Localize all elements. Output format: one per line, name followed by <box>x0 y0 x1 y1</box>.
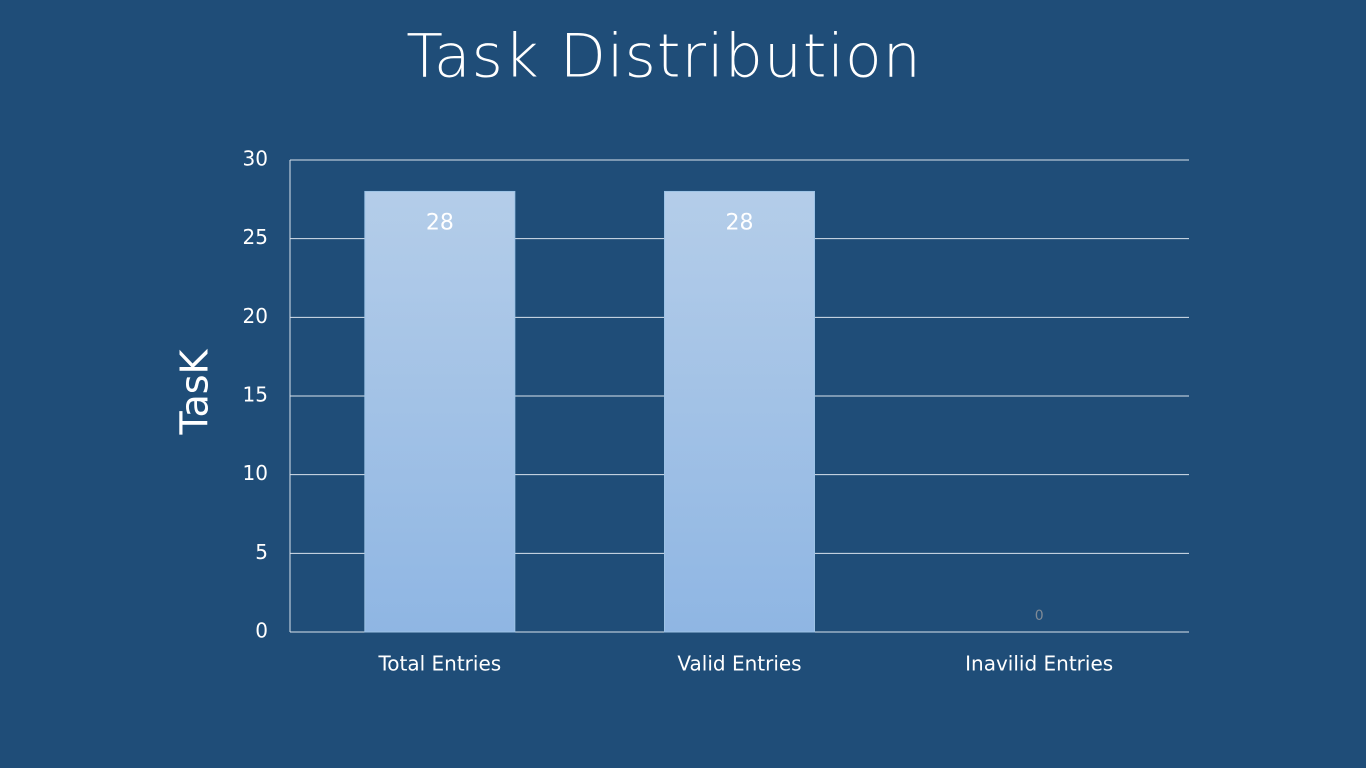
bar <box>664 190 815 633</box>
x-tick-label: Inavilid Entries <box>965 652 1113 676</box>
x-tick-label: Total Entries <box>377 652 501 676</box>
x-tick-label: Valid Entries <box>677 652 801 676</box>
data-label: 28 <box>426 210 454 235</box>
y-tick-label: 15 <box>243 383 268 407</box>
y-tick-label: 0 <box>255 619 268 643</box>
y-tick-label: 30 <box>243 147 268 171</box>
data-label: 28 <box>726 210 754 235</box>
chart-title: Task Distribution <box>406 22 922 92</box>
y-tick-label: 20 <box>243 304 268 328</box>
data-label: 0 <box>1035 608 1044 624</box>
y-tick-label: 10 <box>243 461 268 485</box>
y-tick-label: 5 <box>255 540 268 564</box>
y-axis-label: TasK <box>173 348 217 435</box>
y-tick-label: 25 <box>243 225 268 249</box>
bar <box>364 190 516 633</box>
